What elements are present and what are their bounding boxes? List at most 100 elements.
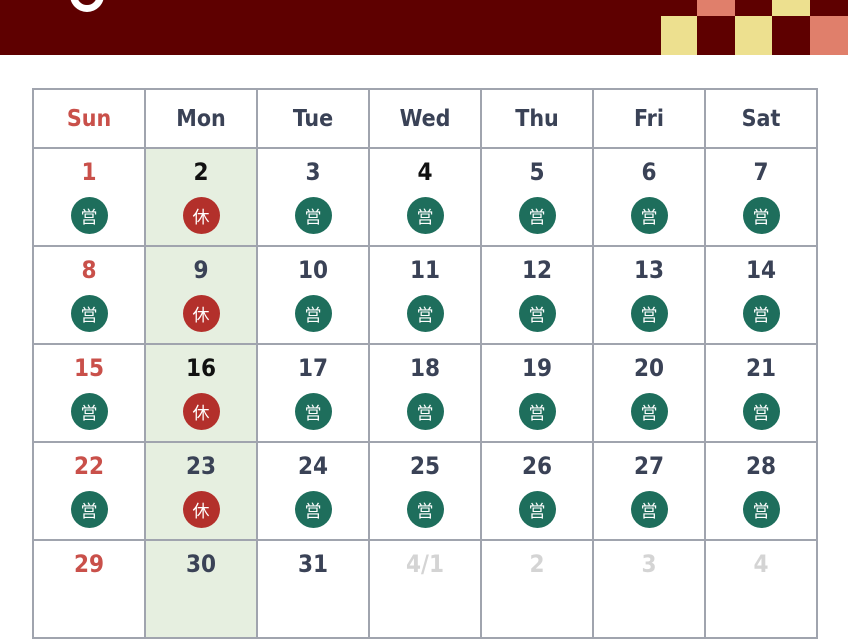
day-cell[interactable]: 16 休 — [146, 345, 258, 443]
day-number: 28 — [745, 452, 777, 480]
day-number: 17 — [297, 354, 329, 382]
open-badge: 営 — [406, 295, 444, 332]
open-badge: 営 — [742, 197, 780, 234]
open-badge: 営 — [630, 197, 668, 234]
open-badge: 営 — [406, 491, 444, 528]
weekday-header: Thu — [482, 90, 594, 149]
day-number: 4/1 — [406, 550, 444, 578]
checker-square — [697, 0, 735, 16]
day-number: 4 — [753, 550, 769, 578]
day-number: 27 — [633, 452, 665, 480]
day-number: 19 — [521, 354, 553, 382]
closed-badge: 休 — [182, 393, 220, 430]
day-number: 3 — [641, 550, 657, 578]
open-badge: 営 — [742, 295, 780, 332]
day-number: 11 — [409, 256, 441, 284]
day-number: 9 — [193, 256, 209, 284]
open-badge: 営 — [70, 393, 108, 430]
checker-square — [772, 0, 810, 16]
open-badge: 営 — [518, 197, 556, 234]
day-number: 20 — [633, 354, 665, 382]
weekday-header: Sun — [34, 90, 146, 149]
weekday-header: Tue — [258, 90, 370, 149]
day-number: 24 — [297, 452, 329, 480]
day-cell[interactable]: 26 営 — [482, 443, 594, 541]
day-cell[interactable]: 17 営 — [258, 345, 370, 443]
day-cell[interactable]: 25 営 — [370, 443, 482, 541]
month-numeral-graphic — [70, 0, 104, 12]
day-cell[interactable]: 2 — [482, 541, 594, 639]
day-cell[interactable]: 21 営 — [706, 345, 818, 443]
open-badge: 営 — [630, 295, 668, 332]
weekday-header: Wed — [370, 90, 482, 149]
open-badge: 営 — [406, 393, 444, 430]
day-cell[interactable]: 10 営 — [258, 247, 370, 345]
day-number: 7 — [753, 158, 769, 186]
day-number: 13 — [633, 256, 665, 284]
day-cell[interactable]: 20 営 — [594, 345, 706, 443]
day-cell[interactable]: 22 営 — [34, 443, 146, 541]
day-number: 14 — [745, 256, 777, 284]
day-cell[interactable]: 27 営 — [594, 443, 706, 541]
weekday-header: Sat — [706, 90, 818, 149]
day-number: 5 — [529, 158, 545, 186]
weekday-header: Fri — [594, 90, 706, 149]
day-number: 4 — [417, 158, 433, 186]
day-number: 29 — [73, 550, 105, 578]
open-badge: 営 — [518, 393, 556, 430]
day-number: 21 — [745, 354, 777, 382]
day-number: 2 — [193, 158, 209, 186]
checker-square — [810, 16, 848, 55]
day-number: 1 — [81, 158, 97, 186]
day-cell[interactable]: 19 営 — [482, 345, 594, 443]
open-badge: 営 — [294, 491, 332, 528]
open-badge: 営 — [742, 393, 780, 430]
day-cell[interactable]: 18 営 — [370, 345, 482, 443]
day-cell[interactable]: 4 — [706, 541, 818, 639]
open-badge: 営 — [294, 393, 332, 430]
weekday-header: Mon — [146, 90, 258, 149]
day-number: 6 — [641, 158, 657, 186]
closed-badge: 休 — [182, 295, 220, 332]
day-cell[interactable]: 23 休 — [146, 443, 258, 541]
day-cell[interactable]: 3 — [594, 541, 706, 639]
day-number: 23 — [185, 452, 217, 480]
open-badge: 営 — [70, 295, 108, 332]
header-banner — [0, 0, 848, 55]
day-cell[interactable]: 12 営 — [482, 247, 594, 345]
open-badge: 営 — [630, 491, 668, 528]
closed-badge: 休 — [182, 197, 220, 234]
day-number: 10 — [297, 256, 329, 284]
day-cell[interactable]: 15 営 — [34, 345, 146, 443]
closed-badge: 休 — [182, 491, 220, 528]
open-badge: 営 — [742, 491, 780, 528]
day-cell[interactable]: 4/1 — [370, 541, 482, 639]
day-cell[interactable]: 24 営 — [258, 443, 370, 541]
day-number: 26 — [521, 452, 553, 480]
day-cell[interactable]: 31 — [258, 541, 370, 639]
day-cell[interactable]: 11 営 — [370, 247, 482, 345]
day-number: 2 — [529, 550, 545, 578]
day-cell[interactable]: 28 営 — [706, 443, 818, 541]
day-number: 3 — [305, 158, 321, 186]
open-badge: 営 — [630, 393, 668, 430]
day-number: 16 — [185, 354, 217, 382]
day-cell[interactable]: 14 営 — [706, 247, 818, 345]
open-badge: 営 — [518, 491, 556, 528]
day-cell[interactable]: 29 — [34, 541, 146, 639]
day-number: 30 — [185, 550, 217, 578]
day-cell[interactable]: 30 — [146, 541, 258, 639]
open-badge: 営 — [294, 295, 332, 332]
calendar-grid: Sun Mon Tue Wed Thu Fri Sat 1 営 2 休 3 営 4 営 5 営 6 営 7 営 8 営 9 休 1… — [32, 88, 818, 639]
open-badge: 営 — [70, 491, 108, 528]
day-cell[interactable]: 13 営 — [594, 247, 706, 345]
